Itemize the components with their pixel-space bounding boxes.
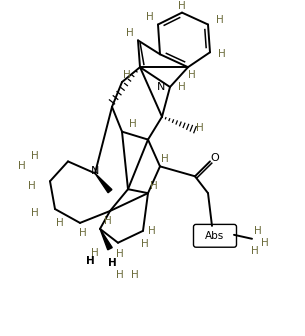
- Text: H: H: [126, 29, 134, 38]
- Text: H: H: [28, 181, 36, 191]
- Text: H: H: [251, 246, 259, 256]
- Text: H: H: [18, 161, 26, 171]
- Text: H: H: [129, 119, 137, 129]
- Text: H: H: [116, 270, 124, 281]
- Text: H: H: [56, 218, 64, 228]
- Text: H: H: [178, 82, 186, 92]
- Text: H: H: [31, 152, 39, 162]
- Text: H: H: [91, 248, 99, 258]
- Text: H: H: [141, 239, 149, 249]
- Text: H: H: [218, 49, 226, 59]
- Text: H: H: [150, 181, 158, 191]
- Text: H: H: [108, 258, 117, 267]
- Text: H: H: [188, 70, 196, 80]
- Text: H: H: [104, 216, 112, 226]
- Text: N: N: [91, 166, 99, 176]
- Text: H: H: [216, 14, 224, 25]
- Text: H: H: [178, 1, 186, 11]
- FancyBboxPatch shape: [193, 224, 236, 247]
- Text: N: N: [157, 82, 165, 92]
- Text: O: O: [211, 154, 219, 163]
- Text: H: H: [254, 226, 262, 236]
- Text: H: H: [116, 249, 124, 259]
- Text: H: H: [196, 123, 204, 133]
- Text: H: H: [131, 270, 139, 281]
- Text: H: H: [146, 11, 154, 22]
- Text: H: H: [161, 155, 169, 164]
- Text: H: H: [261, 238, 269, 248]
- Text: H: H: [31, 208, 39, 218]
- Text: H: H: [79, 228, 87, 238]
- Polygon shape: [100, 229, 112, 250]
- Text: H: H: [123, 70, 131, 80]
- Text: H: H: [148, 226, 156, 236]
- Text: Abs: Abs: [205, 231, 224, 241]
- Polygon shape: [95, 173, 112, 193]
- Text: H: H: [86, 256, 94, 266]
